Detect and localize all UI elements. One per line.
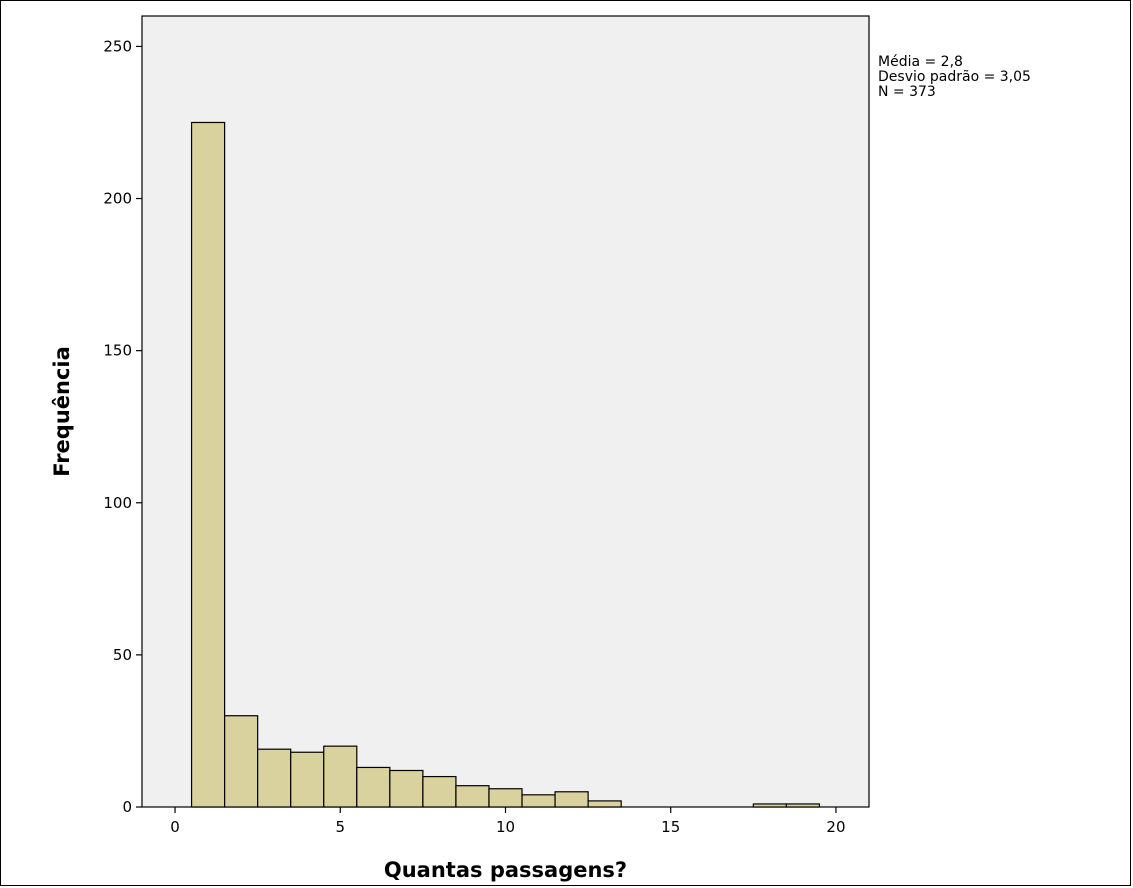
x-tick-label: 15 [661, 818, 680, 836]
plot-area [141, 15, 870, 808]
histogram-bar-0 [190, 121, 226, 808]
x-tick-label: 20 [826, 818, 845, 836]
histogram-bar-10 [521, 794, 556, 808]
histogram-bar-7 [422, 775, 457, 808]
y-axis-title: Frequência [50, 346, 74, 477]
histogram-bar-3 [290, 751, 325, 808]
stat-sd: Desvio padrão = 3,05 [878, 69, 1031, 85]
y-tick-label: 50 [113, 646, 132, 664]
y-tick-label: 150 [103, 342, 132, 360]
histogram-bar-9 [488, 788, 523, 808]
x-tick-label: 0 [170, 818, 180, 836]
x-axis-title: Quantas passagens? [384, 858, 627, 882]
y-tick-label: 200 [103, 190, 132, 208]
y-tick-label: 250 [103, 37, 132, 55]
stats-annotation: Média = 2,8 Desvio padrão = 3,05 N = 373 [878, 54, 1031, 100]
histogram-bar-14 [785, 803, 821, 808]
stat-n: N = 373 [878, 84, 936, 100]
x-tick-label: 5 [335, 818, 345, 836]
histogram-bar-4 [323, 745, 358, 808]
stat-mean: Média = 2,8 [878, 54, 963, 70]
x-tick-label: 10 [496, 818, 515, 836]
histogram-bar-5 [356, 766, 391, 808]
histogram-bar-11 [554, 791, 589, 808]
histogram-bar-8 [455, 785, 490, 808]
histogram-bar-1 [224, 715, 259, 808]
histogram-bar-6 [389, 769, 424, 808]
x-axis-ticks: 0 5 10 15 20 [170, 807, 846, 836]
histogram-bar-2 [257, 748, 292, 808]
histogram-bars [190, 121, 821, 808]
histogram-bar-12 [587, 800, 622, 808]
y-tick-label: 0 [122, 798, 132, 816]
y-axis-ticks: 0 50 100 150 200 250 [103, 37, 142, 816]
histogram-bar-13 [752, 803, 787, 808]
y-tick-label: 100 [103, 494, 132, 512]
